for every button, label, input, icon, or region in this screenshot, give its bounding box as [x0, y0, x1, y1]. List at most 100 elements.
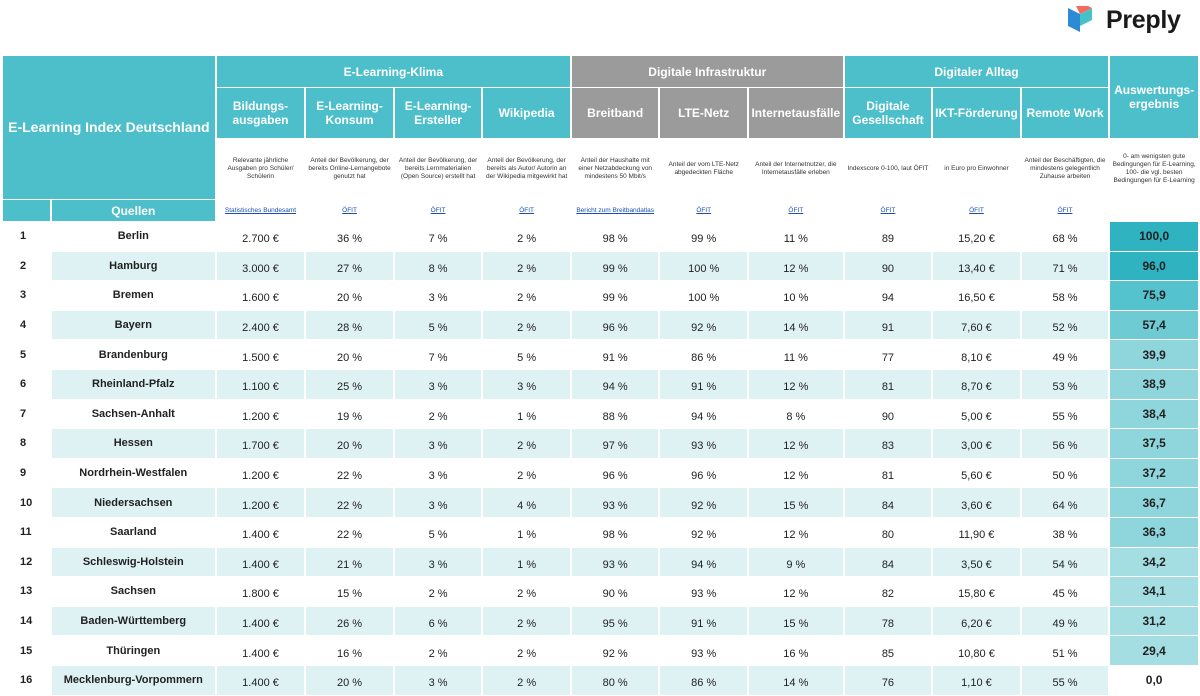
value-cell: 91 % — [660, 369, 747, 399]
value-cell: 5,00 € — [961, 410, 992, 423]
value-cell: 22 % — [337, 470, 363, 483]
rank-cell: 9 — [20, 467, 27, 480]
table-row: 11 Saarland 1.400 € 22 % 5 % 1 % 98 % 92 % 12 % 8… — [3, 517, 1198, 547]
rank-cell: 5 — [20, 348, 27, 361]
value-cell: 100 % — [688, 292, 720, 305]
value-cell: 20 % — [337, 292, 363, 305]
value-cell: 96 % — [691, 470, 717, 483]
value-cell: 11 % — [783, 233, 808, 246]
state-cell: Berlin — [117, 230, 149, 243]
column-description: Anteil der vom LTE-Netz abgedeckten Fläc… — [660, 139, 747, 199]
state-cell: Sachsen-Anhalt — [91, 407, 175, 420]
source-link[interactable]: Bericht zum Breitbandatlas — [571, 200, 659, 221]
value-cell: 86 % — [691, 351, 717, 364]
value-cell: 27 % — [306, 251, 393, 281]
state-cell: Schleswig-Holstein — [51, 547, 215, 577]
value-cell: 85 — [881, 647, 895, 660]
value-cell: 8,70 € — [933, 369, 1020, 399]
value-cell: 2 % — [428, 410, 448, 423]
rank-cell: 2 — [20, 259, 27, 272]
source-link[interactable]: Statistisches Bundesamt — [216, 200, 305, 221]
value-cell: 93 % — [571, 547, 659, 577]
value-cell: 88 % — [602, 410, 628, 423]
value-cell: 20 % — [337, 351, 363, 364]
group-klima: E-Learning-Klima — [216, 56, 570, 87]
source-link[interactable]: ÖFIT — [306, 200, 393, 221]
source-link[interactable]: ÖFIT — [660, 200, 747, 221]
value-cell: 3,50 € — [933, 547, 1020, 577]
value-cell: 5 % — [517, 351, 537, 364]
state-cell: Baden-Württemberg — [51, 606, 215, 636]
value-cell: 2 % — [483, 665, 570, 695]
value-cell: 77 — [881, 351, 895, 364]
table-row: 5 Brandenburg 1.500 € 20 % 7 % 5 % 91 % 86 % 11 … — [3, 340, 1198, 369]
value-cell: 7,60 € — [933, 310, 1020, 340]
column-description: Relevante jährliche Ausgaben pro Schüler… — [216, 139, 305, 199]
value-cell: 12 % — [783, 588, 809, 601]
value-cell: 68 % — [1052, 233, 1078, 246]
value-cell: 12 % — [748, 251, 843, 281]
value-cell: 89 — [881, 233, 895, 246]
score-cell: 75,9 — [1110, 281, 1198, 310]
value-cell: 20 % — [306, 665, 393, 695]
quellen-label: Quellen — [51, 200, 215, 221]
value-cell: 16 % — [783, 647, 809, 660]
value-cell: 3,60 € — [933, 488, 1020, 517]
value-cell: 38 % — [1052, 529, 1078, 542]
value-cell: 3.000 € — [216, 251, 305, 281]
value-cell: 2 % — [428, 588, 448, 601]
value-cell: 100 % — [660, 251, 747, 281]
column-header: Internetausfälle — [748, 88, 843, 138]
value-cell: 55 % — [1052, 410, 1078, 423]
column-header: Digitale Gesellschaft — [844, 88, 932, 138]
value-cell: 5 % — [428, 529, 448, 542]
value-cell: 93 % — [691, 647, 717, 660]
score-cell: 37,2 — [1110, 458, 1198, 488]
value-cell: 82 — [881, 588, 895, 601]
rank-cell: 12 — [20, 555, 33, 568]
index-title: E-Learning Index Deutschland — [3, 56, 215, 199]
value-cell: 14 % — [748, 665, 843, 695]
value-cell: 11,90 € — [958, 529, 995, 542]
score-cell: 39,9 — [1110, 340, 1198, 369]
value-cell: 6 % — [394, 606, 482, 636]
value-cell: 8 % — [394, 251, 482, 281]
source-link[interactable]: ÖFIT — [933, 200, 1020, 221]
value-cell: 84 — [844, 488, 932, 517]
rank-cell: 3 — [20, 289, 27, 302]
source-link[interactable]: ÖFIT — [748, 200, 843, 221]
value-cell: 1 % — [517, 410, 537, 423]
rank-cell: 16 — [20, 674, 33, 687]
value-cell: 93 % — [571, 488, 659, 517]
result-description: 0- am wenigsten gute Bedingungen für E-L… — [1110, 139, 1198, 199]
source-link[interactable]: ÖFIT — [394, 200, 482, 221]
value-cell: 15,20 € — [958, 233, 995, 246]
source-link[interactable]: ÖFIT — [1021, 200, 1109, 221]
value-cell: 2 % — [517, 588, 537, 601]
value-cell: 2 % — [483, 429, 570, 458]
source-link[interactable]: ÖFIT — [844, 200, 932, 221]
source-link[interactable]: ÖFIT — [483, 200, 570, 221]
rank-cell: 14 — [20, 615, 33, 628]
table-row: 3 Bremen 1.600 € 20 % 3 % 2 % 99 % 100 % 10 % 94 1… — [3, 281, 1198, 310]
score-cell: 29,4 — [1110, 636, 1198, 665]
column-description: Anteil der Bevölkerung, der bereits Onli… — [306, 139, 393, 199]
value-cell: 7 % — [428, 351, 448, 364]
value-cell: 12 % — [748, 369, 843, 399]
value-cell: 90 — [881, 410, 895, 423]
value-cell: 5 % — [394, 310, 482, 340]
value-cell: 3,00 € — [933, 429, 1020, 458]
column-description: in Euro pro Einwohner — [933, 139, 1020, 199]
value-cell: 19 % — [337, 410, 363, 423]
value-cell: 96 % — [571, 310, 659, 340]
value-cell: 36 % — [337, 233, 363, 246]
value-cell: 91 % — [660, 606, 747, 636]
value-cell: 1.700 € — [216, 429, 305, 458]
state-cell: Niedersachsen — [51, 488, 215, 517]
e-learning-index-table: E-Learning Index Deutschland E-Learning-… — [1, 55, 1200, 696]
value-cell: 90 % — [602, 588, 628, 601]
value-cell: 98 % — [602, 233, 628, 246]
value-cell: 94 — [881, 292, 895, 305]
value-cell: 3 % — [428, 470, 448, 483]
quellen-spacer — [3, 200, 50, 221]
